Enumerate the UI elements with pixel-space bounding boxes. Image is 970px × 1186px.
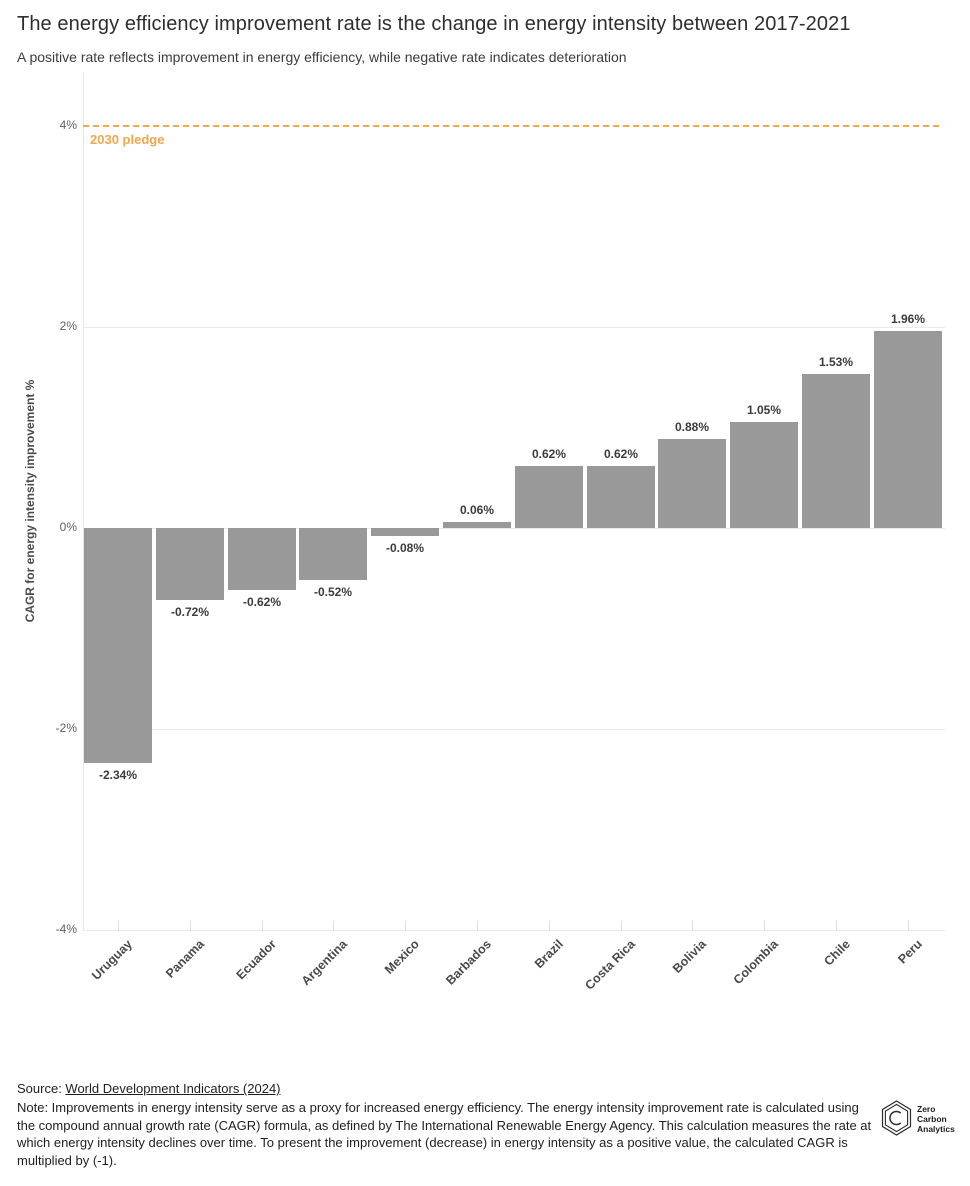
x-axis-tick — [405, 921, 406, 930]
x-axis-label-peru: Peru — [895, 937, 925, 967]
x-axis-tick — [621, 921, 622, 930]
x-axis-tick — [333, 921, 334, 930]
bar-barbados — [443, 522, 511, 528]
x-axis-label-ecuador: Ecuador — [233, 937, 279, 983]
x-axis-label-brazil: Brazil — [531, 937, 566, 971]
bar-colombia — [730, 422, 798, 528]
x-axis-tick — [764, 921, 765, 930]
y-axis-tick-label: -4% — [55, 922, 77, 936]
logo-text-line: Analytics — [917, 1124, 955, 1134]
bar-value-label: 1.05% — [746, 403, 782, 417]
bar-peru — [874, 331, 942, 528]
bar-value-label: 0.06% — [459, 503, 495, 517]
x-axis-label-costa-rica: Costa Rica — [582, 937, 638, 993]
x-axis-tick — [118, 921, 119, 930]
source-prefix: Source: — [17, 1081, 66, 1096]
x-axis-label-panama: Panama — [163, 937, 207, 981]
gridline — [83, 327, 945, 328]
bar-value-label: -2.34% — [98, 768, 138, 782]
x-axis-label-uruguay: Uruguay — [89, 937, 135, 983]
bar-value-label: -0.72% — [170, 605, 210, 619]
pledge-label: 2030 pledge — [90, 132, 165, 147]
bar-value-label: 1.53% — [818, 355, 854, 369]
bar-value-label: 1.96% — [890, 312, 926, 326]
x-axis-tick — [836, 921, 837, 930]
note-text: Note: Improvements in energy intensity s… — [17, 1100, 872, 1168]
gridline — [83, 729, 945, 730]
hexagon-c-icon — [881, 1100, 912, 1136]
x-axis-label-barbados: Barbados — [443, 937, 494, 988]
bar-chart: 4% 2% 0% -2% -4% CAGR for energy intensity im… — [23, 73, 945, 993]
y-axis-line — [83, 73, 84, 930]
bar-value-label: 0.62% — [531, 447, 567, 461]
bar-ecuador — [228, 528, 296, 590]
source-line: Source: World Development Indicators (20… — [17, 1081, 281, 1096]
bar-value-label: 0.88% — [674, 420, 710, 434]
x-axis-tick — [477, 921, 478, 930]
x-axis-tick — [262, 921, 263, 930]
bar-costa-rica — [587, 466, 655, 528]
bar-panama — [156, 528, 224, 600]
gridline — [83, 528, 945, 529]
logo-text-line: Carbon — [917, 1114, 947, 1124]
x-axis-label-argentina: Argentina — [298, 937, 350, 989]
bar-bolivia — [658, 439, 726, 528]
bar-value-label: 0.62% — [603, 447, 639, 461]
x-axis-tick — [549, 921, 550, 930]
x-axis-label-mexico: Mexico — [382, 937, 422, 977]
logo-text: Zero Carbon Analytics — [917, 1104, 955, 1134]
bar-brazil — [515, 466, 583, 528]
page-subtitle: A positive rate reflects improvement in … — [17, 49, 627, 65]
x-axis-tick — [692, 921, 693, 930]
zero-carbon-analytics-logo: Zero Carbon Analytics — [879, 1098, 969, 1144]
x-axis-tick — [190, 921, 191, 930]
bar-mexico — [371, 528, 439, 536]
bar-value-label: -0.52% — [313, 585, 353, 599]
y-axis-tick-label: 2% — [59, 319, 77, 333]
x-axis-line — [83, 930, 945, 931]
pledge-reference-line — [83, 125, 943, 127]
bar-argentina — [299, 528, 367, 580]
x-axis-label-bolivia: Bolivia — [670, 937, 709, 976]
bar-uruguay — [84, 528, 152, 763]
y-axis-tick-label: 4% — [59, 118, 77, 132]
y-axis-title: CAGR for energy intensity improvement % — [23, 379, 37, 623]
bar-chile — [802, 374, 870, 528]
x-axis-label-chile: Chile — [821, 937, 853, 969]
x-axis-tick — [908, 921, 909, 930]
bar-value-label: -0.08% — [385, 541, 425, 555]
y-axis-tick-label: -2% — [55, 721, 77, 735]
page-title: The energy efficiency improvement rate i… — [17, 13, 851, 35]
x-axis-label-colombia: Colombia — [730, 937, 781, 988]
logo-text-line: Zero — [917, 1104, 936, 1114]
y-axis-tick-label: 0% — [59, 520, 77, 534]
source-link[interactable]: World Development Indicators (2024) — [65, 1081, 281, 1096]
bar-value-label: -0.62% — [242, 595, 282, 609]
